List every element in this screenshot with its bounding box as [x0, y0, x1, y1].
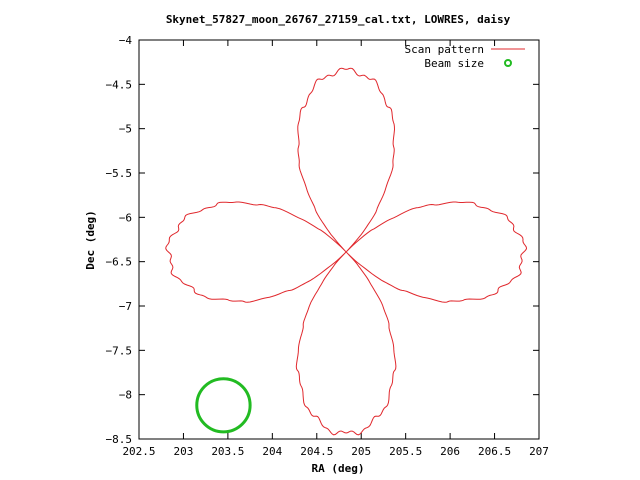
- legend-swatch-beam-size: [504, 59, 512, 67]
- x-axis-ticks: 202.5 203 203.5 204 204.5 205 205.5 206 206.5 207: [122, 40, 549, 458]
- x-tick-label: 205.5: [389, 445, 422, 458]
- x-tick-label: 206: [440, 445, 460, 458]
- y-tick-label: −7.5: [106, 344, 133, 357]
- y-tick-label: −4: [119, 34, 133, 47]
- series-beam-size: [195, 377, 252, 434]
- y-tick-label: −5.5: [106, 167, 133, 180]
- plot-frame: [138, 39, 540, 440]
- x-tick-label: 202.5: [122, 445, 155, 458]
- series-group: [165, 67, 528, 436]
- legend-label-scan-pattern: Scan pattern: [405, 43, 484, 56]
- x-tick-label: 206.5: [478, 445, 511, 458]
- legend: Scan pattern Beam size: [405, 43, 525, 70]
- y-tick-label: −6.5: [106, 256, 133, 269]
- x-tick-label: 204: [262, 445, 282, 458]
- x-tick-label: 203: [174, 445, 194, 458]
- y-tick-label: −7: [119, 300, 132, 313]
- x-tick-label: 203.5: [211, 445, 244, 458]
- series-scan-pattern: [165, 67, 528, 436]
- y-tick-label: −5: [119, 123, 132, 136]
- x-tick-label: 207: [529, 445, 549, 458]
- y-tick-label: −4.5: [106, 78, 133, 91]
- y-axis-label: Dec (deg): [84, 210, 97, 270]
- x-tick-label: 205: [351, 445, 371, 458]
- chart-title: Skynet_57827_moon_26767_27159_cal.txt, L…: [166, 13, 511, 26]
- x-tick-label: 204.5: [300, 445, 333, 458]
- y-tick-label: −8: [119, 389, 132, 402]
- y-tick-label: −8.5: [106, 433, 133, 446]
- x-axis-label: RA (deg): [312, 462, 365, 475]
- y-axis-ticks: −4 −4.5 −5 −5.5 −6 −6.5 −7 −7.5 −8 −8.5: [106, 34, 539, 446]
- y-tick-label: −6: [119, 211, 132, 224]
- legend-label-beam-size: Beam size: [424, 57, 484, 70]
